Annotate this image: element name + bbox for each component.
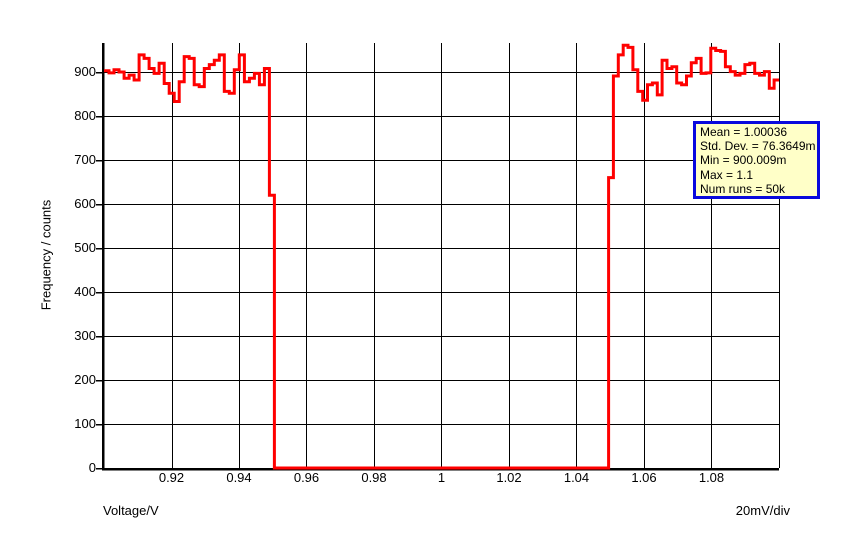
- y-tick-label: 0: [88, 460, 96, 475]
- x-tick-label: 0.92: [158, 470, 185, 485]
- x-tick-label: 1: [437, 470, 446, 485]
- x-tick-label: 1.02: [496, 470, 522, 485]
- grid-lines: [104, 43, 780, 468]
- stat-mean: Mean = 1.00036: [700, 125, 788, 139]
- y-tick-label: 500: [74, 240, 96, 256]
- y-tick-label: 800: [74, 108, 96, 124]
- x-tick-label: 1.04: [563, 470, 590, 485]
- histogram-trace: [104, 43, 779, 470]
- axes: [96, 43, 779, 471]
- y-tick-label: 700: [74, 152, 96, 168]
- statistics-box: Mean = 1.00036 Std. Dev. = 76.3649m Min …: [693, 121, 820, 199]
- x-scale-per-division-label: 20mV/div: [735, 503, 790, 518]
- x-tick-label: 0.98: [361, 470, 387, 485]
- y-tick-label: 200: [74, 372, 96, 387]
- x-tick-label: 0.94: [226, 470, 252, 485]
- y-tick-label: 400: [74, 284, 96, 300]
- y-tick-label: 100: [74, 416, 96, 431]
- y-axis-title: Frequency / counts: [38, 199, 54, 311]
- stat-num-runs: Num runs = 50k: [700, 181, 786, 196]
- y-tick-label: 300: [74, 328, 96, 343]
- y-tick-label: 600: [74, 196, 96, 212]
- stat-max: Max = 1.1: [700, 167, 754, 182]
- x-tick-label: 1.06: [631, 470, 657, 485]
- stat-min: Min = 900.009m: [700, 153, 787, 168]
- x-tick-label: 0.96: [293, 470, 320, 485]
- stat-std-dev: Std. Dev. = 76.3649m: [700, 139, 816, 154]
- x-axis-title: Voltage/V: [103, 503, 159, 518]
- x-tick-label: 1.08: [698, 470, 725, 485]
- y-tick-label: 900: [74, 64, 96, 80]
